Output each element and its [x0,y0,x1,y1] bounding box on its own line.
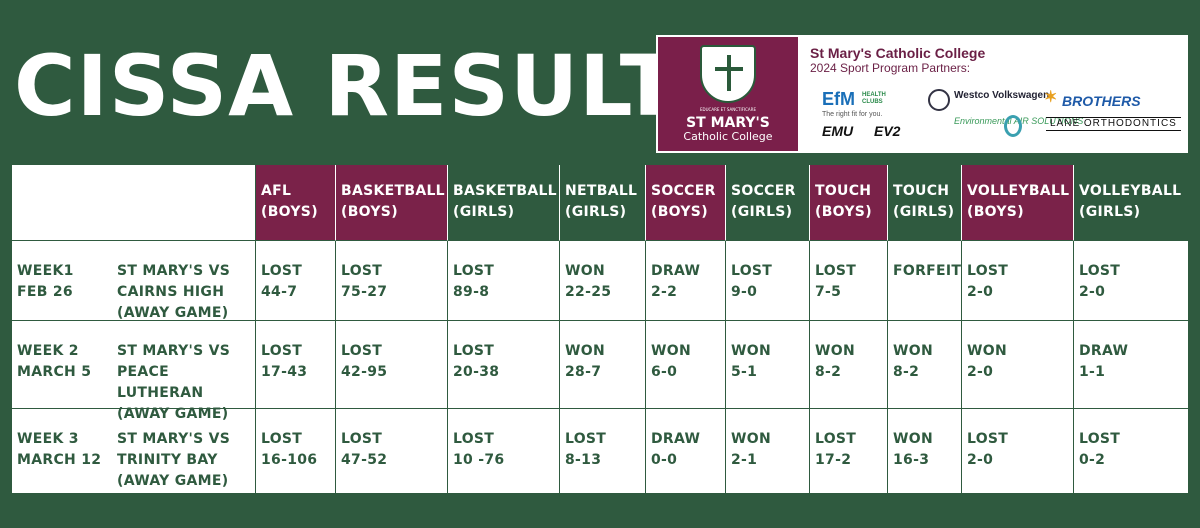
efm-sub-logo: HEALTH CLUBS [862,92,886,105]
partners-subtitle: 2024 Sport Program Partners: [810,61,971,75]
result-cell: LOST 47-52 [336,409,448,495]
header-cell: BASKETBALL (BOYS) [336,165,448,241]
result-cell: LOST 7-5 [810,241,888,321]
college-logo: EDUCARE ET SANCTIFICARE ST MARY'S Cathol… [658,37,798,151]
result-cell: LOST 17-43 [256,321,336,409]
result-cell: WON 2-1 [726,409,810,495]
result-cell: WON 6-0 [646,321,726,409]
result-cell: WON 22-25 [560,241,646,321]
brothers-logo: BROTHERS [1062,93,1141,109]
result-cell: DRAW 1-1 [1074,321,1188,409]
result-cell: LOST 0-2 [1079,431,1121,468]
emu-logo: EMU [822,123,854,139]
header-cell: TOUCH (GIRLS) [888,165,962,241]
result-cell: LOST 20-38 [448,321,560,409]
result-cell: WON 16-3 [888,409,962,495]
lane-logo: LANE ORTHODONTICS [1046,117,1181,131]
result-cell: LOST 2-0 [962,409,1074,495]
sponsor-list: St Mary's Catholic College 2024 Sport Pr… [798,37,1186,151]
result-cell: LOST 8-13 [560,409,646,495]
result-cell: LOST 10 -76 [448,409,560,495]
week-cell: WEEK1 FEB 26 [12,241,112,321]
result-cell: WON 28-7 [560,321,646,409]
crest-motto: EDUCARE ET SANCTIFICARE [700,107,756,113]
result-cell: WON 2-0 [962,321,1074,409]
sponsor-banner: EDUCARE ET SANCTIFICARE ST MARY'S Cathol… [656,35,1188,153]
result-cell: LOST 2-0 [1074,241,1188,321]
college-name-sub: Catholic College [683,129,773,143]
match-cell: ST MARY'S VS CAIRNS HIGH (AWAY GAME) [112,241,256,321]
result-cell: WON 8-2 [810,321,888,409]
environmental-ring-icon [1004,115,1022,137]
table-corner [12,165,256,241]
header-cell: BASKETBALL (GIRLS) [448,165,560,241]
ev2-logo: EV2 [874,123,901,139]
efm-tagline: The right fit for you. [822,111,883,118]
header-cell: TOUCH (BOYS) [810,165,888,241]
brothers-star-icon: ✶ [1044,89,1058,106]
result-cell: WON 8-2 [888,321,962,409]
header-cell: NETBALL (GIRLS) [560,165,646,241]
result-cell: FORFEIT [888,241,962,321]
vw-icon [928,89,950,111]
week-cell: WEEK 3 MARCH 12 [17,431,102,468]
result-cell: LOST 9-0 [726,241,810,321]
result-cell: LOST 16-106 [256,409,336,495]
result-cell: LOST 2-0 [962,241,1074,321]
partners-title: St Mary's Catholic College [810,45,986,61]
header-cell: VOLLEYBALL (GIRLS) [1074,165,1188,241]
header-cell: AFL (BOYS) [256,165,336,241]
header-cell: SOCCER (GIRLS) [726,165,810,241]
college-name: ST MARY'S [686,115,770,132]
result-cell: LOST 89-8 [448,241,560,321]
result-cell: LOST 75-27 [336,241,448,321]
result-cell: LOST 42-95 [336,321,448,409]
match-cell: ST MARY'S VS PEACE LUTHERAN (AWAY GAME) [112,321,256,422]
result-cell: LOST 44-7 [256,241,336,321]
match-cell: ST MARY'S VS TRINITY BAY (AWAY GAME) [112,409,256,495]
page-title: CISSA RESULTS [14,37,740,135]
header-cell: VOLLEYBALL (BOYS) [962,165,1074,241]
college-crest-icon [700,45,756,104]
results-table: AFL (BOYS) BASKETBALL (BOYS) BASKETBALL (GI… [11,164,1189,495]
week-cell: WEEK 2 MARCH 5 [12,321,112,409]
westco-logo: Westco Volkswagen [954,90,1050,101]
result-cell: LOST 17-2 [810,409,888,495]
efm-logo: EfM [822,89,855,109]
result-cell: WON 5-1 [726,321,810,409]
result-cell: DRAW 0-0 [646,409,726,495]
result-cell: DRAW 2-2 [646,241,726,321]
header-cell: SOCCER (BOYS) [646,165,726,241]
